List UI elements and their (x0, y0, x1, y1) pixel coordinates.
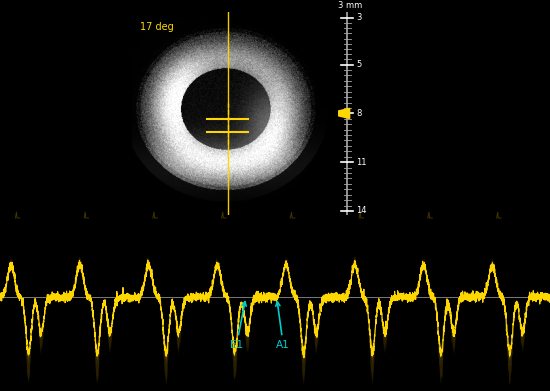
Polygon shape (328, 108, 350, 118)
Text: 3: 3 (356, 13, 361, 22)
Text: 11: 11 (356, 158, 366, 167)
Text: 8: 8 (356, 109, 361, 118)
Text: A1: A1 (276, 302, 290, 350)
Text: 3 mm: 3 mm (338, 1, 362, 10)
Text: 14: 14 (356, 206, 366, 215)
Text: 5: 5 (356, 60, 361, 69)
Text: E1: E1 (230, 302, 246, 350)
Text: S Wave: S Wave (0, 390, 1, 391)
Text: 17 deg: 17 deg (140, 22, 174, 32)
